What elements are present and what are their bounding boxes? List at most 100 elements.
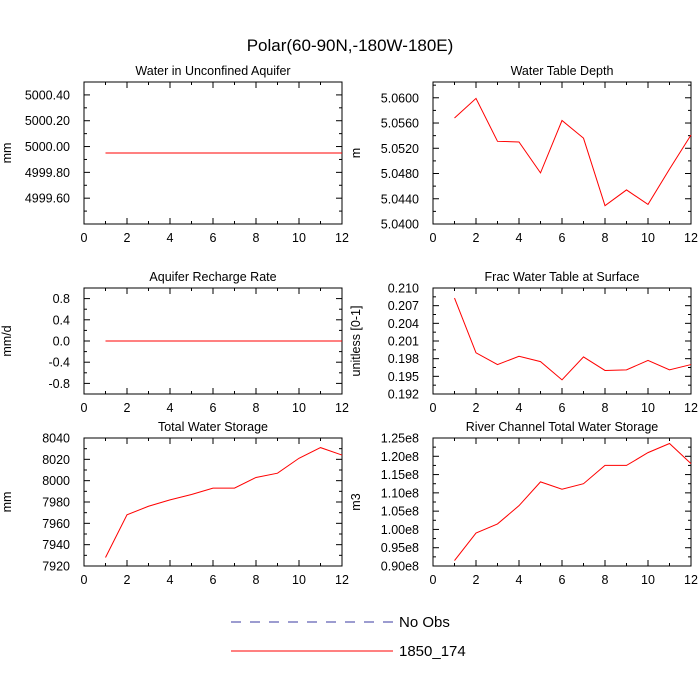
- series-line: [454, 297, 692, 381]
- x-tick-label: 4: [167, 231, 174, 245]
- x-tick-label: 4: [516, 231, 523, 245]
- x-tick-label: 8: [602, 573, 609, 587]
- x-tick-label: 12: [335, 573, 349, 587]
- y-tick-label: 0.0: [53, 335, 70, 349]
- x-tick-label: 6: [559, 401, 566, 415]
- series-line: [454, 97, 692, 207]
- y-tick-label: 0.95e8: [381, 541, 419, 555]
- y-tick-label: 5.0600: [381, 91, 419, 105]
- plot-frame: [83, 437, 343, 567]
- y-axis-label: m: [349, 148, 363, 158]
- legend-label: 1850_174: [399, 643, 466, 660]
- x-tick-label: 10: [641, 573, 655, 587]
- x-tick-label: 8: [253, 573, 260, 587]
- x-tick-label: 10: [292, 573, 306, 587]
- y-tick-label: 7980: [42, 496, 70, 510]
- x-tick-label: 2: [124, 231, 131, 245]
- y-tick-label: 5.0440: [381, 192, 419, 206]
- y-tick-label: 4999.60: [25, 192, 70, 206]
- chart-title: Water in Unconfined Aquifer: [135, 64, 290, 78]
- x-tick-label: 0: [430, 573, 437, 587]
- y-tick-label: 5000.00: [25, 140, 70, 154]
- legend: No Obs 1850_174: [231, 614, 466, 660]
- x-tick-label: 2: [473, 573, 480, 587]
- y-tick-label: 7940: [42, 538, 70, 552]
- y-tick-label: -0.4: [48, 356, 70, 370]
- x-tick-label: 10: [292, 231, 306, 245]
- y-tick-label: 5000.20: [25, 114, 70, 128]
- x-tick-label: 12: [684, 231, 698, 245]
- x-tick-label: 2: [124, 573, 131, 587]
- chart-panel: River Channel Total Water Storage m3 0 2 4 6 8…: [349, 420, 698, 587]
- y-tick-label: 1.20e8: [381, 450, 419, 464]
- x-tick-label: 2: [473, 231, 480, 245]
- y-tick-label: 5.0520: [381, 142, 419, 156]
- x-tick-label: 10: [641, 401, 655, 415]
- x-tick-label: 4: [516, 573, 523, 587]
- x-tick-label: 4: [167, 573, 174, 587]
- x-tick-label: 12: [684, 401, 698, 415]
- x-tick-label: 6: [210, 401, 217, 415]
- x-tick-label: 10: [292, 401, 306, 415]
- chart-panel: Total Water Storage mm 0 2 4 6 8 10 12 7920 7940 79…: [0, 420, 349, 587]
- y-tick-label: 5000.40: [25, 88, 70, 102]
- panels: Water in Unconfined Aquifer mm 0 2 4 6 8 10 12 49…: [0, 64, 698, 587]
- x-tick-label: 6: [559, 573, 566, 587]
- y-axis-label: mm: [0, 492, 14, 513]
- chart-title: River Channel Total Water Storage: [466, 420, 659, 434]
- x-tick-label: 12: [684, 573, 698, 587]
- x-tick-label: 0: [81, 401, 88, 415]
- chart-title: Total Water Storage: [158, 420, 268, 434]
- y-tick-label: 8020: [42, 453, 70, 467]
- chart-panel: Water Table Depth m 0 2 4 6 8 10 12 5.0400 5.0440 5…: [349, 64, 698, 245]
- x-tick-label: 0: [81, 573, 88, 587]
- y-tick-label: 0.4: [53, 313, 70, 327]
- y-tick-label: 0.210: [388, 282, 419, 296]
- x-tick-label: 6: [210, 573, 217, 587]
- y-axis-label: m3: [349, 493, 363, 510]
- x-tick-label: 12: [335, 231, 349, 245]
- y-tick-label: 0.204: [388, 317, 419, 331]
- y-tick-label: -0.8: [48, 377, 70, 391]
- chart-panel: Frac Water Table at Surface unitless [0-1…: [349, 270, 698, 415]
- plot-frame: [432, 437, 692, 567]
- chart-title: Frac Water Table at Surface: [485, 270, 640, 284]
- x-tick-label: 4: [516, 401, 523, 415]
- x-tick-label: 2: [124, 401, 131, 415]
- y-tick-label: 0.192: [388, 388, 419, 402]
- y-tick-label: 0.198: [388, 352, 419, 366]
- y-axis-label: mm/d: [0, 325, 14, 356]
- chart-title: Aquifer Recharge Rate: [149, 270, 276, 284]
- x-tick-label: 2: [473, 401, 480, 415]
- y-tick-label: 0.195: [388, 370, 419, 384]
- y-tick-label: 1.05e8: [381, 505, 419, 519]
- y-tick-label: 1.00e8: [381, 523, 419, 537]
- x-tick-label: 10: [641, 231, 655, 245]
- x-tick-label: 4: [167, 401, 174, 415]
- x-tick-label: 0: [430, 401, 437, 415]
- x-tick-label: 0: [430, 231, 437, 245]
- y-tick-label: 1.10e8: [381, 486, 419, 500]
- y-tick-label: 7920: [42, 560, 70, 574]
- y-tick-label: 0.207: [388, 299, 419, 313]
- figure-title: Polar(60-90N,-180W-180E): [247, 36, 454, 55]
- y-tick-label: 1.15e8: [381, 468, 419, 482]
- series-line: [454, 442, 692, 561]
- x-tick-label: 8: [602, 231, 609, 245]
- y-tick-label: 1.25e8: [381, 432, 419, 446]
- plot-frame: [432, 81, 692, 225]
- y-tick-label: 0.8: [53, 292, 70, 306]
- x-tick-label: 0: [81, 231, 88, 245]
- chart-panel: Aquifer Recharge Rate mm/d 0 2 4 6 8 10 12 -0.8 -0…: [0, 270, 349, 415]
- y-tick-label: 5.0560: [381, 117, 419, 131]
- y-tick-label: 5.0400: [381, 218, 419, 232]
- y-tick-label: 8000: [42, 474, 70, 488]
- x-tick-label: 8: [602, 401, 609, 415]
- y-tick-label: 4999.80: [25, 166, 70, 180]
- y-axis-label: mm: [0, 143, 14, 164]
- y-tick-label: 0.90e8: [381, 560, 419, 574]
- y-tick-label: 0.201: [388, 335, 419, 349]
- x-tick-label: 8: [253, 401, 260, 415]
- series-line: [105, 447, 343, 558]
